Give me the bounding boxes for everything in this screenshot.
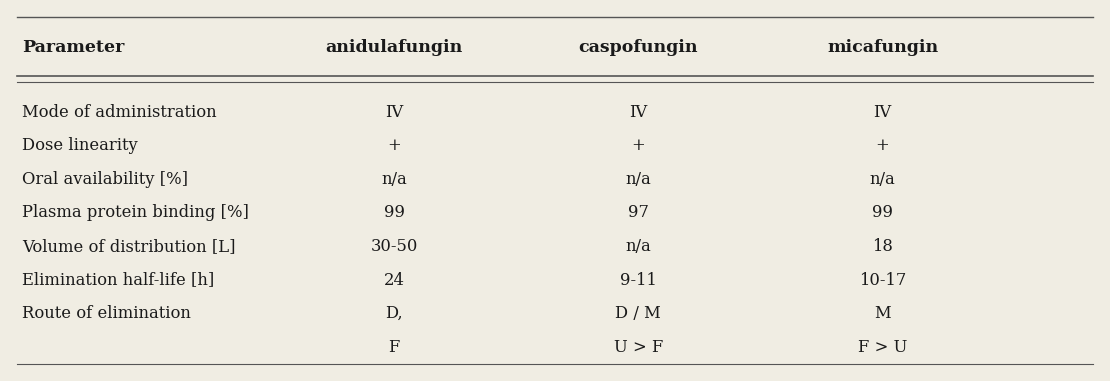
Text: 18: 18 xyxy=(872,238,892,255)
Text: M: M xyxy=(875,305,890,322)
Text: D / M: D / M xyxy=(615,305,662,322)
Text: Volume of distribution [L]: Volume of distribution [L] xyxy=(22,238,235,255)
Text: micafungin: micafungin xyxy=(827,39,938,56)
Text: n/a: n/a xyxy=(625,238,652,255)
Text: n/a: n/a xyxy=(869,171,896,188)
Text: 30-50: 30-50 xyxy=(371,238,417,255)
Text: Mode of administration: Mode of administration xyxy=(22,104,216,121)
Text: Parameter: Parameter xyxy=(22,39,124,56)
Text: D,: D, xyxy=(385,305,403,322)
Text: +: + xyxy=(632,138,645,154)
Text: 10-17: 10-17 xyxy=(859,272,906,288)
Text: IV: IV xyxy=(874,104,891,121)
Text: IV: IV xyxy=(629,104,647,121)
Text: Elimination half-life [h]: Elimination half-life [h] xyxy=(22,272,214,288)
Text: Dose linearity: Dose linearity xyxy=(22,138,138,154)
Text: n/a: n/a xyxy=(625,171,652,188)
Text: IV: IV xyxy=(385,104,403,121)
Text: 99: 99 xyxy=(384,205,404,221)
Text: +: + xyxy=(876,138,889,154)
Text: 97: 97 xyxy=(628,205,648,221)
Text: 9-11: 9-11 xyxy=(619,272,657,288)
Text: F: F xyxy=(388,339,400,355)
Text: Plasma protein binding [%]: Plasma protein binding [%] xyxy=(22,205,249,221)
Text: 99: 99 xyxy=(872,205,892,221)
Text: F > U: F > U xyxy=(858,339,907,355)
Text: +: + xyxy=(387,138,401,154)
Text: Oral availability [%]: Oral availability [%] xyxy=(22,171,189,188)
Text: Route of elimination: Route of elimination xyxy=(22,305,191,322)
Text: n/a: n/a xyxy=(381,171,407,188)
Text: caspofungin: caspofungin xyxy=(578,39,698,56)
Text: 24: 24 xyxy=(384,272,404,288)
Text: anidulafungin: anidulafungin xyxy=(325,39,463,56)
Text: U > F: U > F xyxy=(614,339,663,355)
